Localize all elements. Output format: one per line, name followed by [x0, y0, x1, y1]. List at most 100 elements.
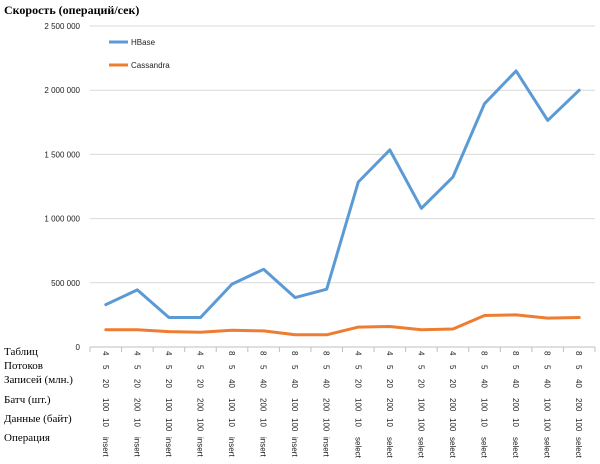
table-cell: 10	[132, 418, 141, 427]
table-cell: insert	[259, 437, 268, 457]
table-cell: 5	[480, 365, 489, 370]
table-cell: insert	[195, 437, 204, 457]
table-cell: 10	[480, 418, 489, 427]
table-row-label: Операция	[4, 432, 50, 444]
table-cell: 8	[574, 351, 583, 356]
table-cell: 10	[353, 418, 362, 427]
table-cell: select	[385, 437, 394, 459]
table-cell: 40	[227, 379, 236, 388]
table-cell: 100	[164, 398, 173, 412]
table-cell: 4	[164, 351, 173, 356]
chart-title: Скорость (операций/сек)	[4, 3, 139, 17]
table-cell: insert	[132, 437, 141, 457]
table-cell: 200	[574, 398, 583, 412]
table-cell: 5	[290, 365, 299, 370]
table-cell: 200	[195, 398, 204, 412]
table-cell: 10	[101, 418, 110, 427]
table-cell: 8	[543, 351, 552, 356]
table-cell: 100	[101, 398, 110, 412]
table-cell: 100	[322, 418, 331, 432]
table-cell: 20	[416, 379, 425, 388]
table-cell: 200	[132, 398, 141, 412]
table-cell: 200	[448, 398, 457, 412]
table-cell: 20	[385, 379, 394, 388]
table-cell: 8	[227, 351, 236, 356]
table-cell: select	[480, 437, 489, 459]
table-cell: 100	[416, 398, 425, 412]
series-line-hbase	[104, 69, 581, 319]
table-cell: select	[543, 437, 552, 459]
table-row-label: Батч (шт.)	[4, 394, 51, 406]
table-cell: 10	[259, 418, 268, 427]
table-cell: 5	[448, 365, 457, 370]
table-cell: 20	[353, 379, 362, 388]
table-cell: 100	[543, 418, 552, 432]
table-cell: 100	[195, 418, 204, 432]
table-cell: 40	[480, 379, 489, 388]
table-cell: 5	[101, 365, 110, 370]
table-cell: insert	[164, 437, 173, 457]
table-cell: insert	[101, 437, 110, 457]
table-cell: 20	[101, 379, 110, 388]
table-cell: 100	[448, 418, 457, 432]
legend: HBase Cassandra	[109, 38, 170, 70]
table-cell: 100	[574, 418, 583, 432]
table-row-label: Записей (млн.)	[4, 374, 73, 386]
table-cell: 40	[290, 379, 299, 388]
table-cell: 4	[101, 351, 110, 356]
table-row-label: Таблиц	[4, 346, 38, 358]
y-tick-label: 500 000	[51, 279, 80, 288]
table-cell: 100	[164, 418, 173, 432]
table-cell: 100	[353, 398, 362, 412]
table-cell: select	[416, 437, 425, 459]
table-cell: 200	[322, 398, 331, 412]
y-tick-label: 1 000 000	[44, 215, 80, 224]
table-cell: 5	[511, 365, 520, 370]
table-cell: 8	[480, 351, 489, 356]
table-cell: insert	[227, 437, 236, 457]
table-cell: 200	[385, 398, 394, 412]
table-cell: select	[574, 437, 583, 459]
table-cell: 20	[448, 379, 457, 388]
table-cell: 4	[132, 351, 141, 356]
table-cell: 5	[195, 365, 204, 370]
series-line-cassandra	[104, 313, 581, 337]
y-tick-label: 0	[76, 343, 81, 352]
table-cell: 100	[290, 398, 299, 412]
table-cell: select	[448, 437, 457, 459]
gridlines	[90, 25, 595, 348]
y-tick-label: 2 500 000	[44, 22, 80, 31]
table-cell: 5	[164, 365, 173, 370]
table-cell: 40	[543, 379, 552, 388]
table-cell: 8	[259, 351, 268, 356]
table-cell: 100	[290, 418, 299, 432]
table-cell: 40	[322, 379, 331, 388]
table-cell: 5	[353, 365, 362, 370]
table-cell: 10	[385, 418, 394, 427]
table-cell: select	[353, 437, 362, 459]
table-cell: 4	[353, 351, 362, 356]
table-cell: 8	[511, 351, 520, 356]
y-axis-ticks: 0 500 000 1 000 000 1 500 000 2 000 000 2 500…	[44, 22, 80, 352]
table-cell: 100	[416, 418, 425, 432]
table-cell: insert	[290, 437, 299, 457]
table-cell: 4	[195, 351, 204, 356]
table-cell: 20	[195, 379, 204, 388]
table-row-label: Потоков	[4, 360, 43, 372]
table-cell: 100	[227, 398, 236, 412]
legend-label-hbase: HBase	[131, 38, 156, 47]
table-cell: 10	[511, 418, 520, 427]
table-cell: 200	[511, 398, 520, 412]
table-cell: select	[511, 437, 520, 459]
table-cell: 4	[416, 351, 425, 356]
y-tick-label: 1 500 000	[44, 150, 80, 159]
table-cell: 5	[574, 365, 583, 370]
table-cell: 5	[322, 365, 331, 370]
table-cell: 20	[164, 379, 173, 388]
table-row-label: Данные (байт)	[4, 413, 72, 425]
table-cell: 40	[574, 379, 583, 388]
table-cell: 100	[480, 398, 489, 412]
table-cell: 20	[132, 379, 141, 388]
table-cell: 10	[227, 418, 236, 427]
